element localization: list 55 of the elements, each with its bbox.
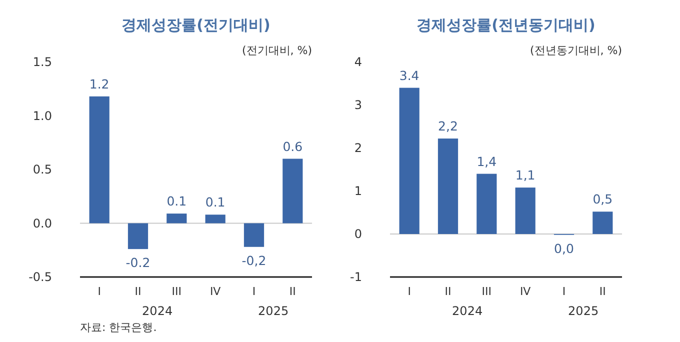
data-label: 0,0 xyxy=(554,240,574,256)
data-label: -0.2 xyxy=(126,255,150,270)
bar xyxy=(592,212,613,234)
y-tick-label: 0.5 xyxy=(32,162,52,176)
text: 2024 xyxy=(452,304,483,318)
chart-title: 경제성장률(전년동기대비) xyxy=(416,16,596,34)
bar xyxy=(166,214,187,224)
data-label: 0.1 xyxy=(166,194,187,209)
text: 2025 xyxy=(568,304,599,318)
x-tick-label: II xyxy=(444,285,452,298)
x-tick-label: II xyxy=(134,285,142,298)
bar xyxy=(476,174,497,234)
bar xyxy=(205,214,226,224)
data-label: 0.1 xyxy=(205,194,226,210)
x-tick-label: III xyxy=(172,285,182,298)
y-tick-label: 3 xyxy=(354,98,362,112)
y-tick-label: 4 xyxy=(354,55,362,69)
y-tick-label: 0.0 xyxy=(32,216,52,230)
data-label: 0.6 xyxy=(282,138,303,154)
x-tick-label: I xyxy=(562,285,566,298)
x-tick-label: III xyxy=(482,285,492,298)
bar xyxy=(244,223,264,247)
y-tick-label: 1.0 xyxy=(32,108,52,123)
bar xyxy=(89,96,110,224)
bar xyxy=(515,188,536,234)
y-tick-label: 1.5 xyxy=(32,55,52,69)
bar xyxy=(282,158,303,224)
x-tick-label: II xyxy=(599,285,606,298)
y-axis-title: (전년동기대비, %) xyxy=(530,44,622,57)
y-tick-label: 1 xyxy=(354,184,362,198)
y-tick-label: -1 xyxy=(350,270,362,284)
x-tick-label: II xyxy=(289,285,296,298)
x-tick-label: I xyxy=(252,285,256,298)
data-label: 3.4 xyxy=(399,68,420,83)
x-tick-label: I xyxy=(98,285,101,298)
chart-title: 경제성장률(전기대비) xyxy=(122,16,270,34)
text: 2024 xyxy=(142,304,173,318)
x-tick-label: IV xyxy=(520,285,532,298)
y-tick-label: 2 xyxy=(354,141,362,155)
text: 자료: 한국은행. xyxy=(80,321,157,334)
data-label: 1.2 xyxy=(89,76,110,92)
data-label: 1,1 xyxy=(515,168,536,183)
y-tick-label: 0 xyxy=(354,227,362,241)
bar xyxy=(399,88,420,234)
data-label: -0,2 xyxy=(242,252,266,268)
data-label: 0,5 xyxy=(592,192,613,207)
data-label: 1,4 xyxy=(476,154,497,169)
data-label: 2,2 xyxy=(438,118,458,134)
text: 2025 xyxy=(258,304,289,318)
x-tick-label: IV xyxy=(210,285,222,298)
bar xyxy=(128,223,148,250)
bar xyxy=(438,138,458,234)
y-tick-label: -0.5 xyxy=(28,270,52,284)
x-tick-label: I xyxy=(408,285,411,298)
y-axis-title: (전기대비, %) xyxy=(242,44,312,57)
